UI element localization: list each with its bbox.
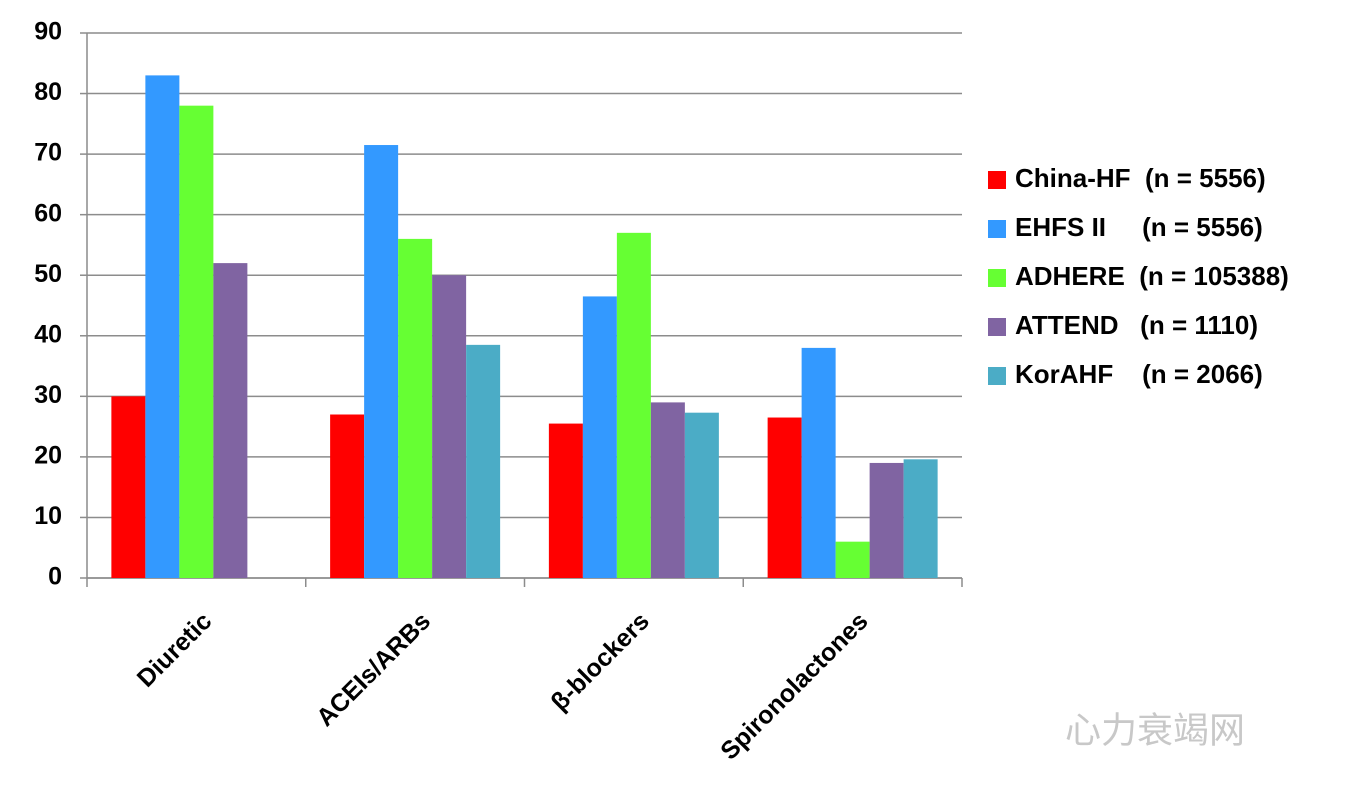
legend-swatch — [988, 318, 1006, 336]
bar — [111, 396, 146, 578]
legend-swatch — [988, 171, 1006, 189]
bar — [801, 347, 836, 578]
bar — [684, 412, 719, 578]
x-tick-label: ACEIs/ARBs — [311, 607, 436, 732]
bar — [869, 462, 904, 578]
bar — [650, 402, 685, 578]
y-tick-label: 90 — [34, 18, 62, 46]
bar — [330, 414, 365, 578]
x-tick-label: Diuretic — [132, 607, 218, 693]
legend-label: China-HF (n = 5556) — [1015, 163, 1266, 193]
legend-swatch — [988, 220, 1006, 238]
x-tick-label: Spironolactones — [715, 607, 873, 765]
x-tick-label: β-blockers — [546, 607, 655, 716]
bar — [616, 232, 651, 579]
legend-swatch — [988, 269, 1006, 287]
y-tick-label: 50 — [34, 260, 62, 288]
y-tick-label: 60 — [34, 199, 62, 227]
bar — [835, 541, 870, 578]
y-tick-label: 80 — [34, 78, 62, 106]
bar — [548, 423, 583, 578]
bar — [432, 275, 467, 578]
legend-swatch — [988, 367, 1006, 385]
legend-label: ADHERE (n = 105388) — [1015, 261, 1289, 291]
watermark: 心力衰竭网 — [1065, 710, 1245, 751]
bar — [466, 344, 501, 578]
y-tick-label: 70 — [34, 139, 62, 167]
y-tick-label: 0 — [48, 563, 62, 591]
bar — [213, 263, 248, 578]
y-tick-label: 10 — [34, 502, 62, 530]
bar — [179, 105, 214, 579]
bar — [398, 238, 433, 578]
bar — [767, 417, 802, 578]
legend-label: ATTEND (n = 1110) — [1015, 310, 1258, 340]
y-tick-label: 40 — [34, 320, 62, 348]
y-tick-label: 20 — [34, 441, 62, 469]
bar — [145, 75, 180, 578]
y-tick-label: 30 — [34, 381, 62, 409]
bar — [903, 459, 938, 578]
legend-label: KorAHF (n = 2066) — [1015, 359, 1263, 389]
legend-label: EHFS II (n = 5556) — [1015, 212, 1263, 242]
bar — [364, 145, 399, 578]
bar — [582, 296, 617, 578]
